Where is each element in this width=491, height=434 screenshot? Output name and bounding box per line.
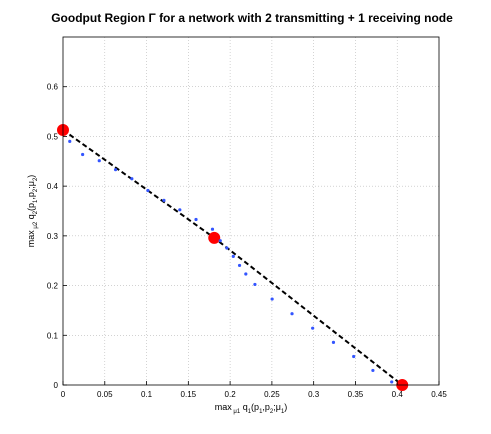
scatter-point xyxy=(225,246,229,250)
scatter-point xyxy=(270,297,274,301)
y-axis-label-part: q xyxy=(26,214,36,222)
y-axis-label-part: ) xyxy=(26,175,36,178)
y-axis-label-part: 2 xyxy=(33,188,39,192)
x-axis-label-part: 1 xyxy=(237,409,241,415)
y-axis-label-part: (p xyxy=(26,203,36,211)
scatter-point xyxy=(352,354,356,359)
x-tick-label: 0.15 xyxy=(181,390,197,399)
scatter-point xyxy=(130,177,134,181)
x-axis-ticks: 0 0.05 0.1 0.15 0.2 0.25 0.3 0.35 0.4 0.45 xyxy=(61,381,447,399)
y-tick-label: 0.1 xyxy=(47,331,59,340)
plot-frame xyxy=(62,36,440,386)
y-axis-label-part: 1 xyxy=(33,199,39,203)
chart-title: Goodput Region Γ for a network with 2 tr… xyxy=(51,11,453,25)
x-axis-label-part: ,p xyxy=(262,402,270,412)
y-axis-ticks: 0 0.1 0.2 0.3 0.4 0.5 0.6 xyxy=(47,83,67,390)
x-tick-label: 0.05 xyxy=(97,390,113,399)
scatter-point xyxy=(178,208,182,212)
scatter-point xyxy=(97,159,101,163)
y-axis-label-part: ,p xyxy=(26,192,36,200)
x-axis-label-part: μ xyxy=(232,409,238,415)
x-tick-label: 0.3 xyxy=(308,390,320,399)
y-tick-label: 0.3 xyxy=(47,232,59,241)
scatter-point xyxy=(194,217,198,222)
grid-lines xyxy=(63,37,439,385)
scatter-point xyxy=(390,380,394,384)
scatter-point xyxy=(371,368,375,373)
y-tick-label: 0.6 xyxy=(47,83,59,92)
scatter-point xyxy=(253,282,257,287)
scatter-point xyxy=(290,312,294,316)
x-tick-label: 0.1 xyxy=(141,390,153,399)
x-tick-label: 0.35 xyxy=(348,390,364,399)
y-tick-label: 0.5 xyxy=(47,132,59,141)
scatter-point xyxy=(237,263,242,268)
x-axis-label-part: ) xyxy=(284,402,287,412)
y-axis-label-part: 2 xyxy=(33,210,39,214)
y-axis-label-part: 2 xyxy=(33,177,39,181)
series-layer xyxy=(57,123,409,391)
scatter-point xyxy=(146,188,150,193)
scatter-point xyxy=(218,239,222,243)
y-tick-label: 0.4 xyxy=(47,182,59,191)
scatter-point xyxy=(162,198,166,202)
scatter-point xyxy=(81,152,85,157)
y-axis-label: max μ2 q2(p1,p2;μ2) xyxy=(26,175,39,248)
scatter-point xyxy=(68,139,72,143)
y-tick-label: 0.2 xyxy=(47,282,59,291)
x-axis-label-part: 1 xyxy=(248,409,252,415)
scatter-point xyxy=(331,340,336,344)
x-axis-label-part: 2 xyxy=(270,409,274,415)
scatter-point xyxy=(210,227,215,231)
x-axis-label-part: q xyxy=(240,402,248,412)
x-axis-label-part: 1 xyxy=(281,409,285,415)
scatter-point xyxy=(113,168,118,172)
x-tick-label: 0.25 xyxy=(264,390,280,399)
x-tick-label: 0.2 xyxy=(225,390,237,399)
x-tick-label: 0.4 xyxy=(392,390,404,399)
x-axis-label: max μ1 q1(p1,p2;μ1) xyxy=(215,402,288,415)
y-tick-label: 0 xyxy=(54,381,59,390)
y-axis-label-part: ;μ xyxy=(26,181,36,189)
y-axis-label-part: 2 xyxy=(33,221,39,225)
y-axis-label-part: μ xyxy=(33,225,39,231)
scatter-point xyxy=(231,254,235,258)
plot-area xyxy=(63,37,439,385)
scatter-point xyxy=(244,272,248,276)
x-tick-label: 0 xyxy=(61,390,66,399)
x-tick-label: 0.45 xyxy=(431,390,447,399)
y-axis-label-part: max xyxy=(26,230,36,248)
x-axis-label-part: max xyxy=(215,402,233,412)
x-axis-label-part: ;μ xyxy=(273,402,281,412)
scatter-point xyxy=(311,326,315,330)
vertex-marker xyxy=(208,231,221,244)
x-axis-label-part: (p xyxy=(251,402,259,412)
x-axis-label-part: 1 xyxy=(259,409,263,415)
